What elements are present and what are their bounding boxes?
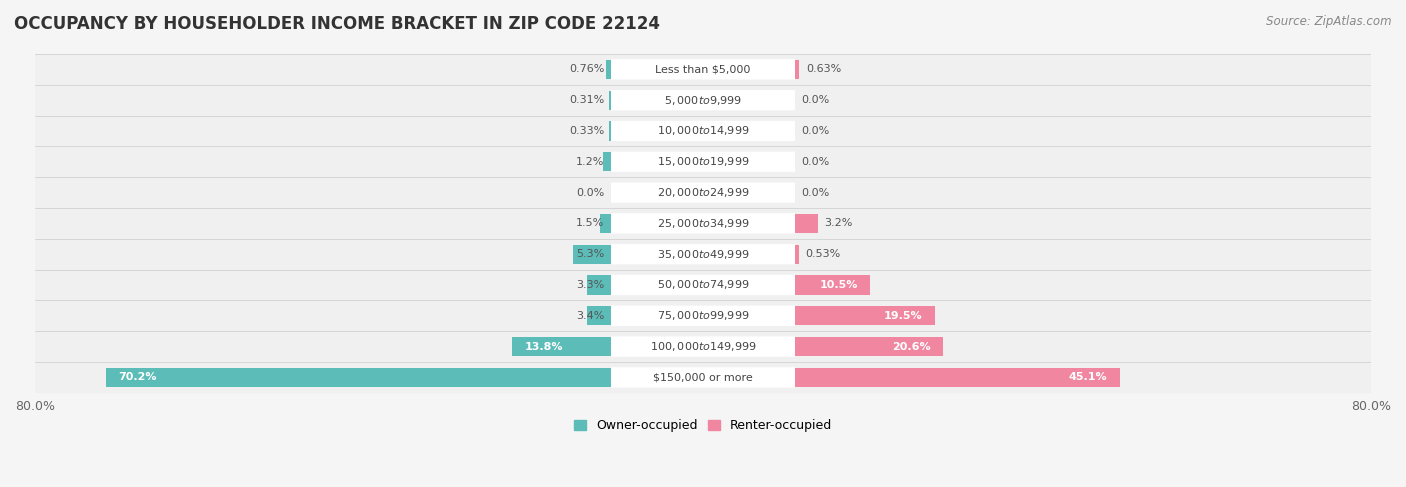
Text: 19.5%: 19.5% <box>884 311 922 321</box>
FancyBboxPatch shape <box>612 183 794 203</box>
Bar <box>794 368 1119 387</box>
Text: 1.5%: 1.5% <box>576 218 605 228</box>
Text: 0.0%: 0.0% <box>801 187 830 198</box>
Text: $5,000 to $9,999: $5,000 to $9,999 <box>664 94 742 107</box>
FancyBboxPatch shape <box>612 275 794 295</box>
Bar <box>794 60 800 79</box>
Text: $15,000 to $19,999: $15,000 to $19,999 <box>657 155 749 169</box>
FancyBboxPatch shape <box>35 208 1371 239</box>
Text: 0.63%: 0.63% <box>806 64 841 75</box>
Bar <box>609 91 612 110</box>
FancyBboxPatch shape <box>35 115 1371 147</box>
Bar <box>609 121 612 141</box>
FancyBboxPatch shape <box>35 147 1371 177</box>
Bar <box>105 368 612 387</box>
Text: 0.0%: 0.0% <box>801 126 830 136</box>
Text: Less than $5,000: Less than $5,000 <box>655 64 751 75</box>
Text: OCCUPANCY BY HOUSEHOLDER INCOME BRACKET IN ZIP CODE 22124: OCCUPANCY BY HOUSEHOLDER INCOME BRACKET … <box>14 15 659 33</box>
FancyBboxPatch shape <box>612 90 794 111</box>
FancyBboxPatch shape <box>612 367 794 388</box>
Text: 0.33%: 0.33% <box>569 126 605 136</box>
Bar <box>603 152 612 171</box>
FancyBboxPatch shape <box>35 85 1371 115</box>
Text: 0.0%: 0.0% <box>576 187 605 198</box>
FancyBboxPatch shape <box>612 213 794 234</box>
Bar <box>512 337 612 356</box>
FancyBboxPatch shape <box>612 151 794 172</box>
Text: 10.5%: 10.5% <box>820 280 858 290</box>
Text: 0.0%: 0.0% <box>801 157 830 167</box>
Text: 3.2%: 3.2% <box>824 218 853 228</box>
FancyBboxPatch shape <box>35 54 1371 85</box>
Bar <box>794 306 935 325</box>
Text: 3.3%: 3.3% <box>576 280 605 290</box>
Text: $10,000 to $14,999: $10,000 to $14,999 <box>657 125 749 137</box>
FancyBboxPatch shape <box>35 362 1371 393</box>
FancyBboxPatch shape <box>612 244 794 264</box>
Text: $35,000 to $49,999: $35,000 to $49,999 <box>657 248 749 261</box>
Bar <box>588 276 612 295</box>
Text: $20,000 to $24,999: $20,000 to $24,999 <box>657 186 749 199</box>
Bar <box>586 306 612 325</box>
Legend: Owner-occupied, Renter-occupied: Owner-occupied, Renter-occupied <box>568 414 838 437</box>
Text: Source: ZipAtlas.com: Source: ZipAtlas.com <box>1267 15 1392 28</box>
Text: 0.0%: 0.0% <box>801 95 830 105</box>
FancyBboxPatch shape <box>35 177 1371 208</box>
Text: 3.4%: 3.4% <box>576 311 605 321</box>
Text: $50,000 to $74,999: $50,000 to $74,999 <box>657 279 749 292</box>
Text: 1.2%: 1.2% <box>576 157 605 167</box>
Text: 0.31%: 0.31% <box>569 95 605 105</box>
FancyBboxPatch shape <box>35 300 1371 331</box>
Bar <box>600 214 612 233</box>
FancyBboxPatch shape <box>612 306 794 326</box>
Bar <box>794 244 799 264</box>
Text: $75,000 to $99,999: $75,000 to $99,999 <box>657 309 749 322</box>
Bar <box>574 244 612 264</box>
FancyBboxPatch shape <box>35 270 1371 300</box>
Text: 20.6%: 20.6% <box>891 341 931 352</box>
FancyBboxPatch shape <box>35 239 1371 270</box>
Text: 70.2%: 70.2% <box>118 373 156 382</box>
Text: 45.1%: 45.1% <box>1069 373 1107 382</box>
Text: $100,000 to $149,999: $100,000 to $149,999 <box>650 340 756 353</box>
FancyBboxPatch shape <box>612 337 794 357</box>
Text: $25,000 to $34,999: $25,000 to $34,999 <box>657 217 749 230</box>
Bar <box>794 276 870 295</box>
Text: $150,000 or more: $150,000 or more <box>654 373 752 382</box>
Text: 0.76%: 0.76% <box>569 64 605 75</box>
Bar <box>794 214 818 233</box>
Bar <box>606 60 612 79</box>
FancyBboxPatch shape <box>612 59 794 79</box>
Text: 0.53%: 0.53% <box>806 249 841 259</box>
FancyBboxPatch shape <box>35 331 1371 362</box>
Text: 13.8%: 13.8% <box>524 341 562 352</box>
FancyBboxPatch shape <box>612 121 794 141</box>
Bar <box>794 337 943 356</box>
Text: 5.3%: 5.3% <box>576 249 605 259</box>
